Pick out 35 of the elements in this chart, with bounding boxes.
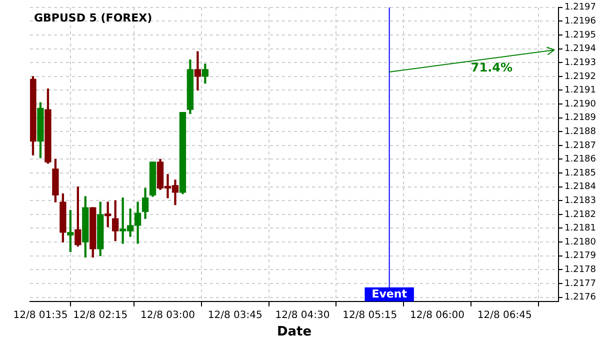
y-tick-label: 1.2189: [564, 113, 596, 124]
y-tick-label: 1.2185: [564, 168, 596, 178]
x-tick-label: 12/8 03:45: [208, 310, 262, 321]
annotation: 71.4%: [470, 60, 513, 75]
y-tick-label: 1.2182: [564, 210, 596, 220]
y-tick-label: 1.2190: [564, 99, 596, 110]
x-tick-label: 12/8 06:00: [410, 310, 464, 321]
chart-title: GBPUSD 5 (FOREX): [34, 11, 152, 24]
x-tick-label: 12/8 03:00: [140, 310, 195, 321]
candlestick: [194, 51, 202, 91]
y-tick-label: 1.2180: [564, 237, 596, 248]
y-tick-label: 1.2192: [564, 72, 596, 82]
y-tick-label: 1.2183: [564, 196, 596, 206]
ref-line-label: Event: [372, 287, 407, 300]
y-tick-label: 1.2187: [564, 140, 596, 151]
y-tick-label: 1.2178: [564, 264, 596, 275]
y-tick-label: 1.2191: [564, 86, 596, 96]
x-tick-label: 12/8 05:15: [342, 310, 398, 321]
y-tick-label: 1.2197: [564, 2, 596, 13]
x-tick-label: 12/8 01:35: [13, 310, 68, 321]
x-tick-label: 12/8 02:15: [73, 310, 128, 321]
x-tick-label: 12/8 04:30: [275, 310, 330, 321]
y-tick-label: 1.2193: [564, 58, 596, 68]
y-tick-label: 1.2188: [564, 126, 596, 137]
y-tick-label: 1.2196: [564, 16, 596, 27]
y-tick-label: 1.2176: [564, 292, 596, 303]
y-tick-label: 1.2177: [564, 278, 596, 289]
y-tick-label: 1.2194: [564, 44, 596, 54]
y-tick-label: 1.2186: [564, 154, 596, 165]
y-tick-label: 1.2181: [564, 224, 596, 234]
x-axis-title: Date: [276, 324, 312, 340]
y-tick-label: 1.2184: [564, 182, 596, 192]
y-tick-label: 1.2195: [564, 30, 596, 40]
y-tick-label: 1.2179: [564, 251, 596, 262]
x-tick-label: 12/8 06:45: [477, 310, 532, 321]
